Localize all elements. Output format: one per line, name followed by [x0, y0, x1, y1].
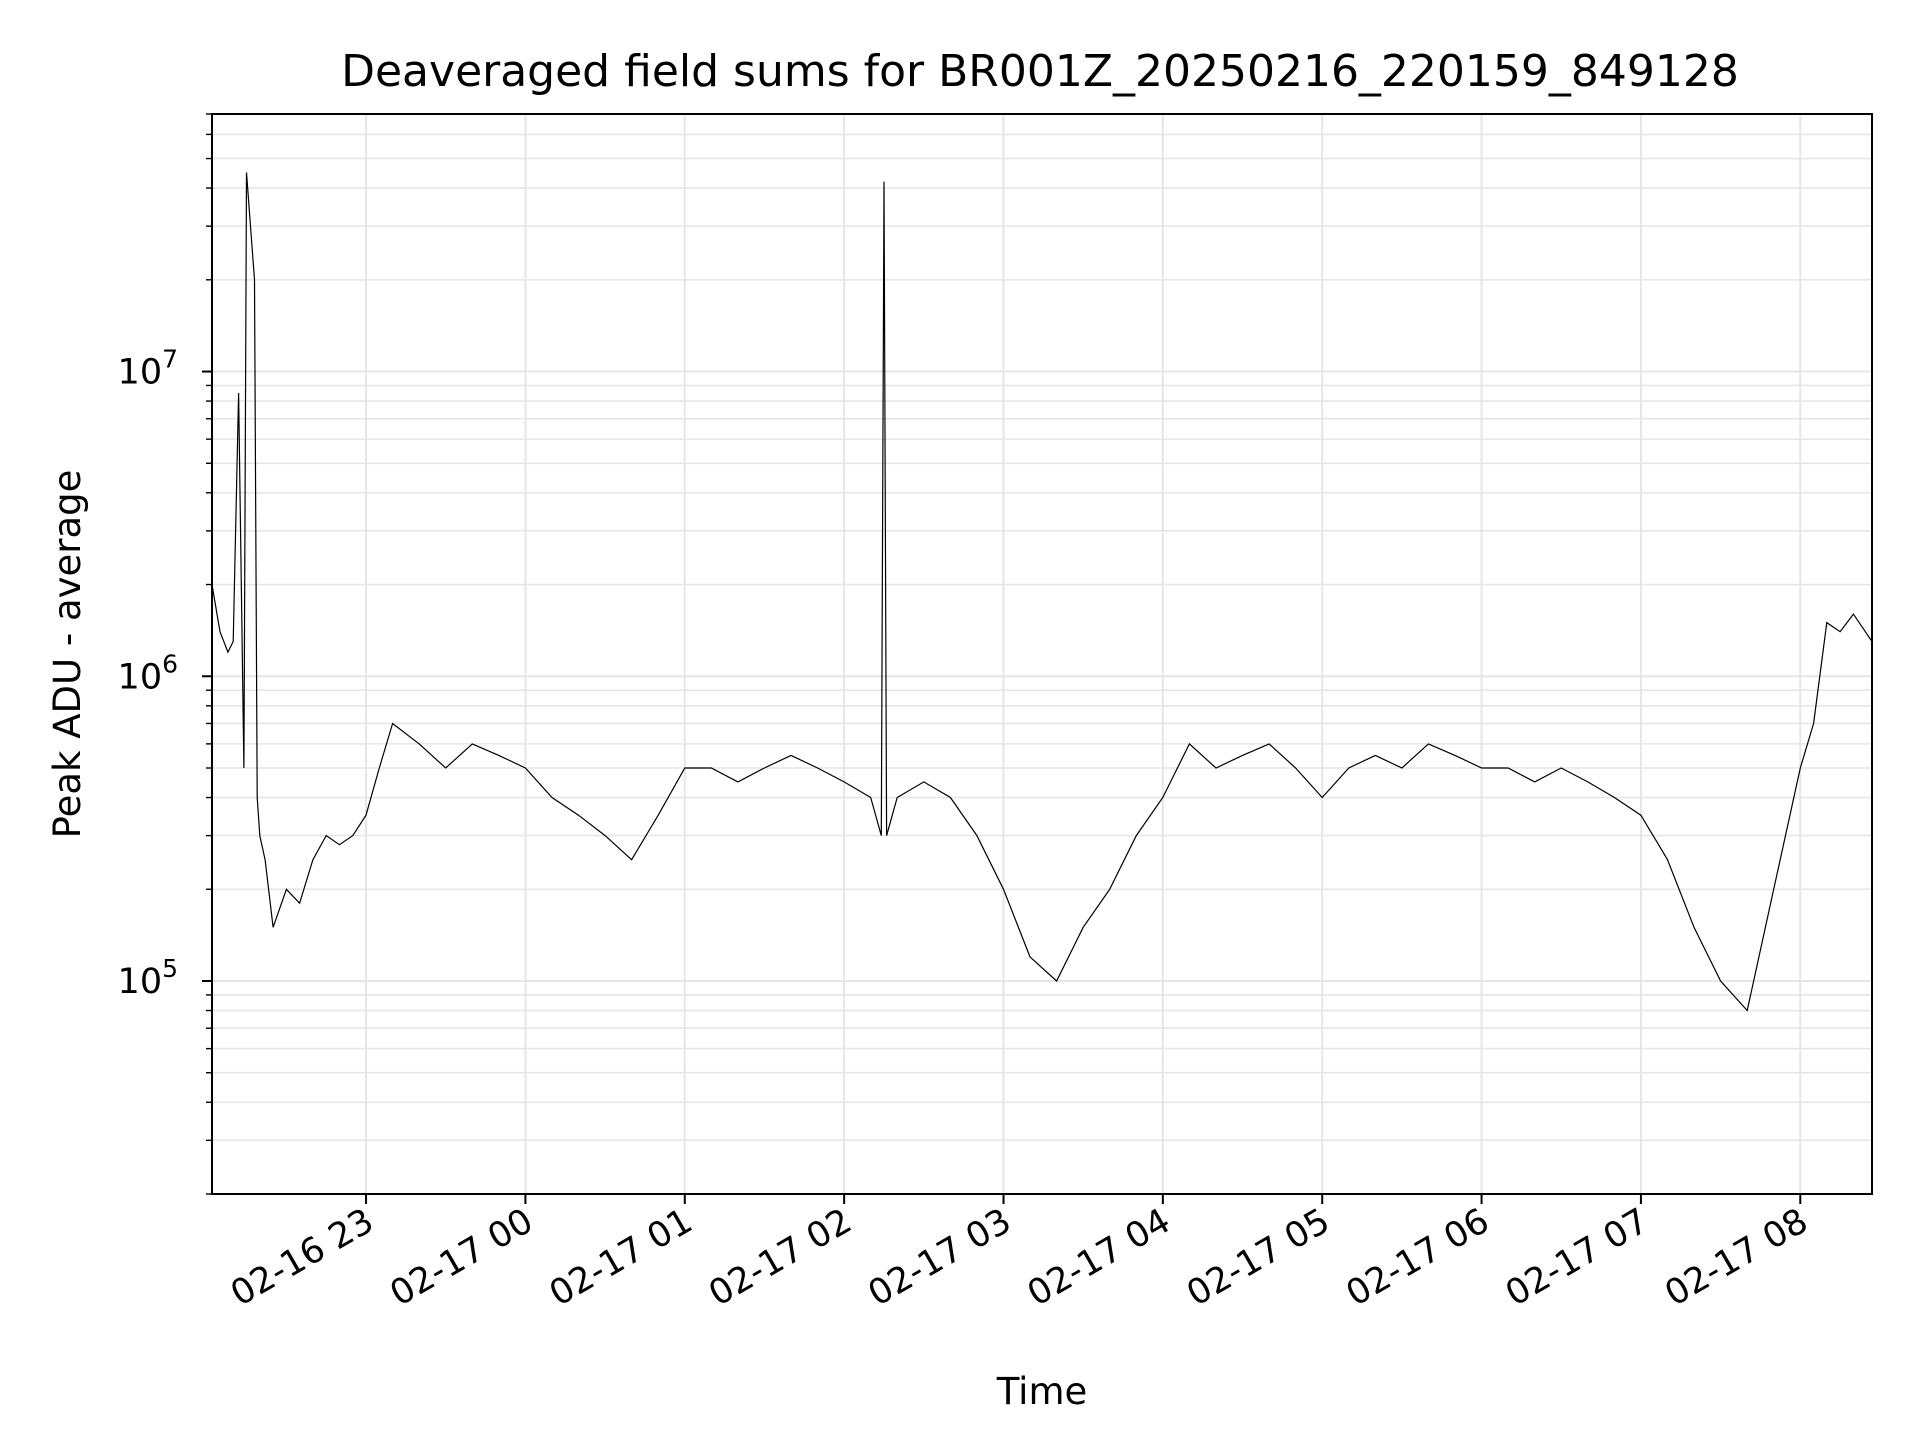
x-tick-label: 02-17 03 — [862, 1201, 1018, 1314]
x-tick-label: 02-17 07 — [1499, 1201, 1655, 1314]
grid — [212, 113, 1872, 1195]
x-axis: 02-16 23 02-17 00 02-17 01 02-17 02 02-17 03… — [224, 1194, 1815, 1314]
y-tick-label: 106 — [118, 649, 178, 697]
x-tick-label: 02-17 04 — [1021, 1201, 1177, 1314]
chart-title: Deaveraged field sums for BR001Z_2025021… — [341, 46, 1739, 97]
x-tick-label: 02-17 08 — [1658, 1201, 1814, 1314]
plot-area — [211, 113, 1873, 1195]
x-tick-label: 02-17 06 — [1340, 1201, 1496, 1314]
y-tick-label: 107 — [118, 345, 178, 393]
x-tick-label: 02-17 00 — [384, 1201, 540, 1314]
y-axis: 105 106 107 — [118, 113, 212, 1195]
x-tick-label: 02-17 01 — [543, 1201, 699, 1314]
x-tick-label: 02-16 23 — [224, 1201, 380, 1314]
x-tick-label: 02-17 02 — [702, 1201, 858, 1314]
y-tick-label: 105 — [118, 954, 178, 1002]
series-line — [211, 172, 1873, 1012]
x-axis-label: Time — [996, 1370, 1088, 1413]
x-tick-label: 02-17 05 — [1180, 1201, 1336, 1314]
y-axis-label: Peak ADU - average — [46, 470, 89, 839]
